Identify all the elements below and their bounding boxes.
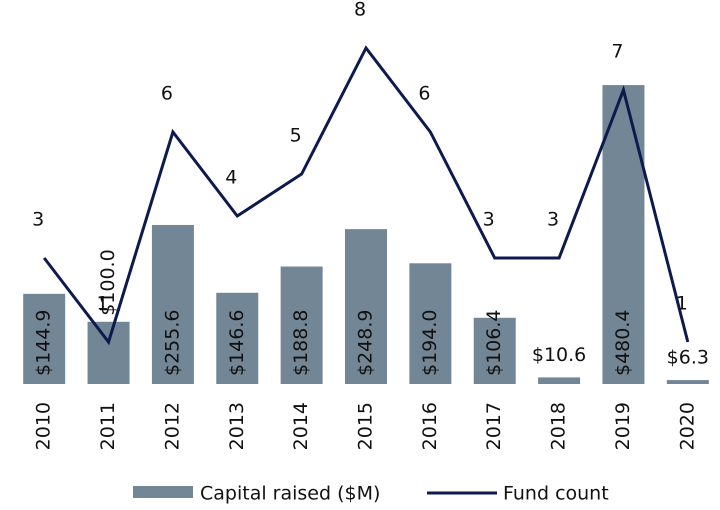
- line-value-label: 4: [225, 167, 237, 189]
- bar-value-label: $248.9: [355, 310, 377, 376]
- legend-swatch: [133, 486, 193, 498]
- bar-value-label: $100.0: [97, 249, 119, 315]
- bar: [538, 377, 581, 384]
- line: [42, 45, 690, 346]
- line-value-label: 6: [418, 83, 430, 105]
- x-tick-label: 2015: [355, 402, 377, 450]
- line-value-label: 8: [354, 0, 366, 21]
- line-value-label: 6: [161, 83, 173, 105]
- x-tick-label: 2016: [419, 402, 441, 450]
- x-tick-label: 2014: [290, 402, 312, 450]
- line-value-label: 3: [547, 209, 559, 231]
- bar: [473, 317, 516, 384]
- bar: [280, 266, 323, 384]
- bar-value-label: $188.8: [290, 310, 312, 376]
- x-tick-label: 2020: [676, 402, 698, 450]
- x-tick-label: 2017: [483, 402, 505, 450]
- line-value-label: 5: [290, 125, 302, 147]
- bar: [87, 321, 130, 384]
- bar-value-label: $194.0: [419, 310, 441, 376]
- bar-value-label: $106.4: [483, 310, 505, 376]
- x-tick-label: 2019: [612, 402, 634, 450]
- line-value-label: 7: [611, 41, 623, 63]
- bar: [409, 263, 452, 384]
- bar-value-label: $255.6: [161, 310, 183, 376]
- bar: [151, 224, 194, 384]
- x-tick-label: 2011: [97, 402, 119, 450]
- bar-value-label: $480.4: [612, 310, 634, 376]
- x-tick-label: 2018: [548, 402, 570, 450]
- legend-label: Capital raised ($M): [200, 483, 380, 505]
- x-tick-label: 2013: [226, 402, 248, 450]
- bar-value-label: $144.9: [33, 310, 55, 376]
- legend-label: Fund count: [503, 483, 609, 505]
- bar-value-label: $6.3: [667, 347, 709, 369]
- line-value-label: 1: [96, 293, 108, 315]
- bar: [602, 85, 645, 384]
- x-tick-label: 2010: [33, 402, 55, 450]
- x-tick-label: 2012: [161, 402, 183, 450]
- line-value-label: 1: [676, 293, 688, 315]
- line-value-label: 3: [483, 209, 495, 231]
- bar: [216, 292, 259, 384]
- line-value-label: 3: [32, 209, 44, 231]
- bar-value-label: $10.6: [532, 344, 586, 366]
- bar: [666, 380, 709, 384]
- bar: [345, 229, 387, 384]
- bar-value-label: $146.6: [226, 310, 248, 376]
- bar: [23, 293, 66, 384]
